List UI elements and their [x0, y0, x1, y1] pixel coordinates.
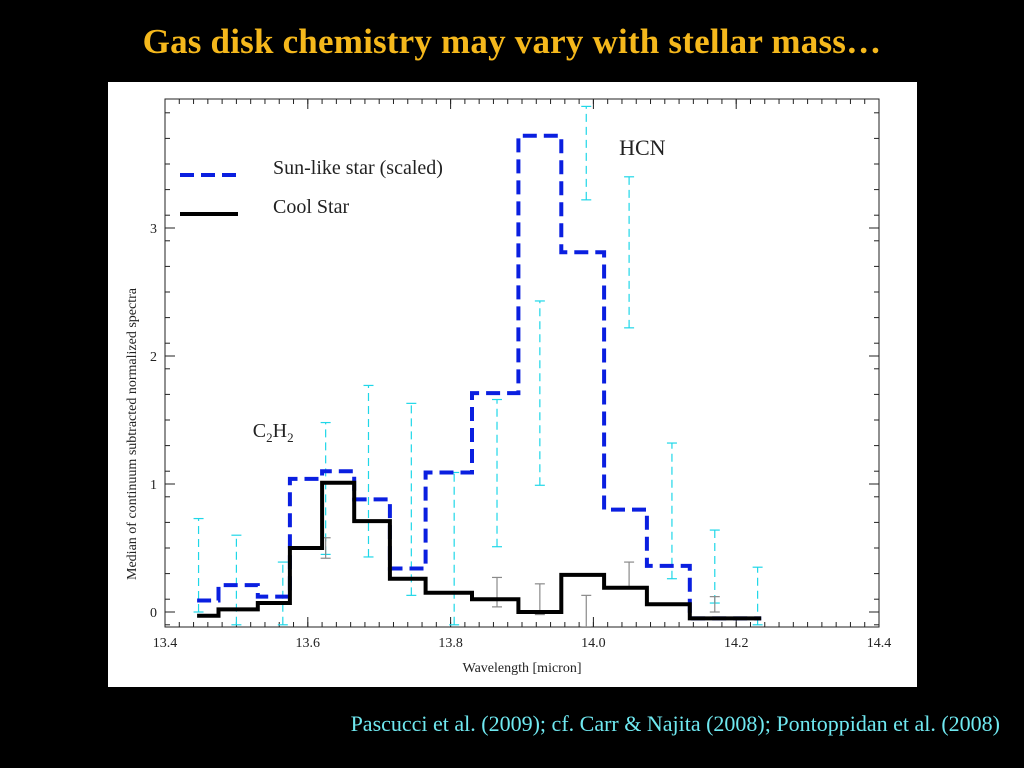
y-tick-label: 1: [150, 478, 157, 493]
legend-label-sun-like: Sun-like star (scaled): [273, 157, 443, 179]
series-cool-star-step: [197, 480, 762, 621]
errorbar-sun-like: [666, 442, 677, 580]
x-tick-label: 14.0: [581, 636, 606, 651]
annotation-element: C: [253, 420, 266, 442]
annotation-element: H: [273, 420, 287, 442]
series-lines: [197, 133, 762, 621]
annotation-subscript: 2: [287, 430, 294, 445]
x-tick-label: 13.6: [296, 636, 321, 651]
y-tick-label: 0: [150, 606, 157, 621]
errorbar-sun-like: [363, 384, 374, 558]
errorbar-sun-like: [581, 105, 592, 201]
errorbar-sun-like: [624, 176, 635, 329]
x-tick-label: 13.4: [153, 636, 178, 651]
series-sun-like-step: [197, 133, 762, 621]
errorbar-sun-like: [709, 529, 720, 604]
x-tick-label: 13.8: [438, 636, 463, 651]
errorbars: [193, 105, 763, 628]
axes: [164, 98, 880, 628]
errorbar-sun-like: [449, 471, 460, 626]
annotation-subscript: 2: [266, 430, 273, 445]
x-axis-label: Wavelength [micron]: [463, 661, 582, 676]
errorbar-cool-star: [709, 596, 720, 613]
errorbar-sun-like: [752, 566, 763, 626]
errorbar-sun-like: [277, 561, 288, 626]
errorbar-cool-star: [534, 583, 545, 616]
errorbar-cool-star: [624, 561, 635, 589]
slide-title: Gas disk chemistry may vary with stellar…: [142, 22, 882, 61]
step-chart: 13.4 13.6 13.8 14.0 14.2 14.4 0 1 2 3 Sun-like st…: [125, 98, 891, 676]
errorbar-cool-star: [581, 594, 592, 628]
y-tick-label: 2: [150, 350, 157, 365]
annotation-c2h2: C2H2: [253, 420, 294, 445]
y-tick-label: 3: [150, 222, 157, 237]
y-axis-label: Median of continuum subtracted normalize…: [125, 287, 140, 580]
legend: Sun-like star (scaled) Cool Star: [180, 157, 443, 218]
x-tick-label: 14.4: [867, 636, 892, 651]
chart-panel: 13.4 13.6 13.8 14.0 14.2 14.4 0 1 2 3 Sun-like st…: [108, 82, 917, 687]
legend-label-cool-star: Cool Star: [273, 196, 349, 218]
x-tick-label: 14.2: [724, 636, 749, 651]
annotation-hcn: HCN: [619, 135, 666, 160]
citation: Pascucci et al. (2009); cf. Carr & Najit…: [350, 711, 1000, 736]
errorbar-sun-like: [492, 398, 503, 548]
errorbar-sun-like: [193, 517, 204, 613]
errorbar-sun-like: [534, 300, 545, 486]
errorbar-cool-star: [492, 576, 503, 608]
errorbar-sun-like: [406, 402, 417, 596]
tick-labels: 13.4 13.6 13.8 14.0 14.2 14.4 0 1 2 3: [150, 222, 891, 651]
